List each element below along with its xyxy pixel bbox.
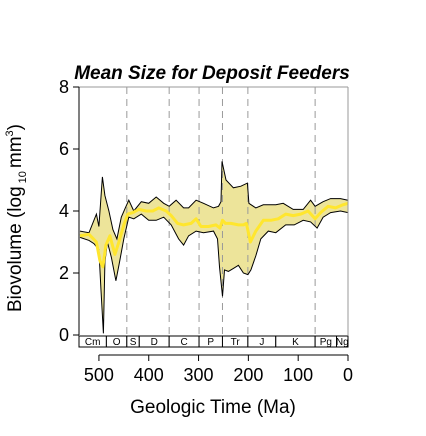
svg-text:Biovolume (log10mm3): Biovolume (log 10 mm3) xyxy=(4,124,29,312)
period-label: K xyxy=(292,337,299,348)
chart-title: Mean Size for Deposit Feeders xyxy=(74,63,350,84)
y-tick-label: 6 xyxy=(59,139,69,159)
y-axis-label-superscript: 3 xyxy=(4,130,16,136)
y-tick-label: 2 xyxy=(59,263,69,283)
y-tick-label: 4 xyxy=(59,201,69,221)
period-label: O xyxy=(113,337,121,348)
mean-size-line xyxy=(79,201,349,269)
y-axis-label-close: ) xyxy=(5,124,26,130)
x-tick-label: 300 xyxy=(184,365,214,385)
plot-area: 0 2 4 6 8 Cm O S D C P Tr J K Pg Ng 500 400 300 200 100 0 xyxy=(59,77,353,385)
period-label: Ng xyxy=(336,337,349,348)
period-label: D xyxy=(151,337,158,348)
y-tick-label: 0 xyxy=(59,325,69,345)
period-label: Tr xyxy=(231,337,241,348)
x-tick-label: 100 xyxy=(283,365,313,385)
y-axis-label-subscript: 10 xyxy=(17,171,29,183)
x-tick-label: 400 xyxy=(134,365,164,385)
period-label: C xyxy=(180,337,187,348)
lower-bound-line xyxy=(79,210,349,334)
y-axis-label: Biovolume (log 10 mm3) xyxy=(4,124,29,312)
y-axis-label-text: Biovolume (log xyxy=(5,186,26,312)
y-axis-label-unit: mm xyxy=(5,136,26,168)
period-label: P xyxy=(207,337,214,348)
period-label: J xyxy=(259,337,264,348)
period-label: S xyxy=(130,337,137,348)
upper-bound-line xyxy=(79,161,349,241)
y-tick-label: 8 xyxy=(59,77,69,97)
x-tick-label: 500 xyxy=(84,365,114,385)
x-axis-label: Geologic Time (Ma) xyxy=(130,397,296,418)
period-label: Pg xyxy=(320,337,332,348)
x-tick-label: 0 xyxy=(343,365,353,385)
period-label: Cm xyxy=(85,337,101,348)
confidence-band xyxy=(80,161,348,334)
x-tick-label: 200 xyxy=(233,365,263,385)
period-box xyxy=(336,335,349,348)
